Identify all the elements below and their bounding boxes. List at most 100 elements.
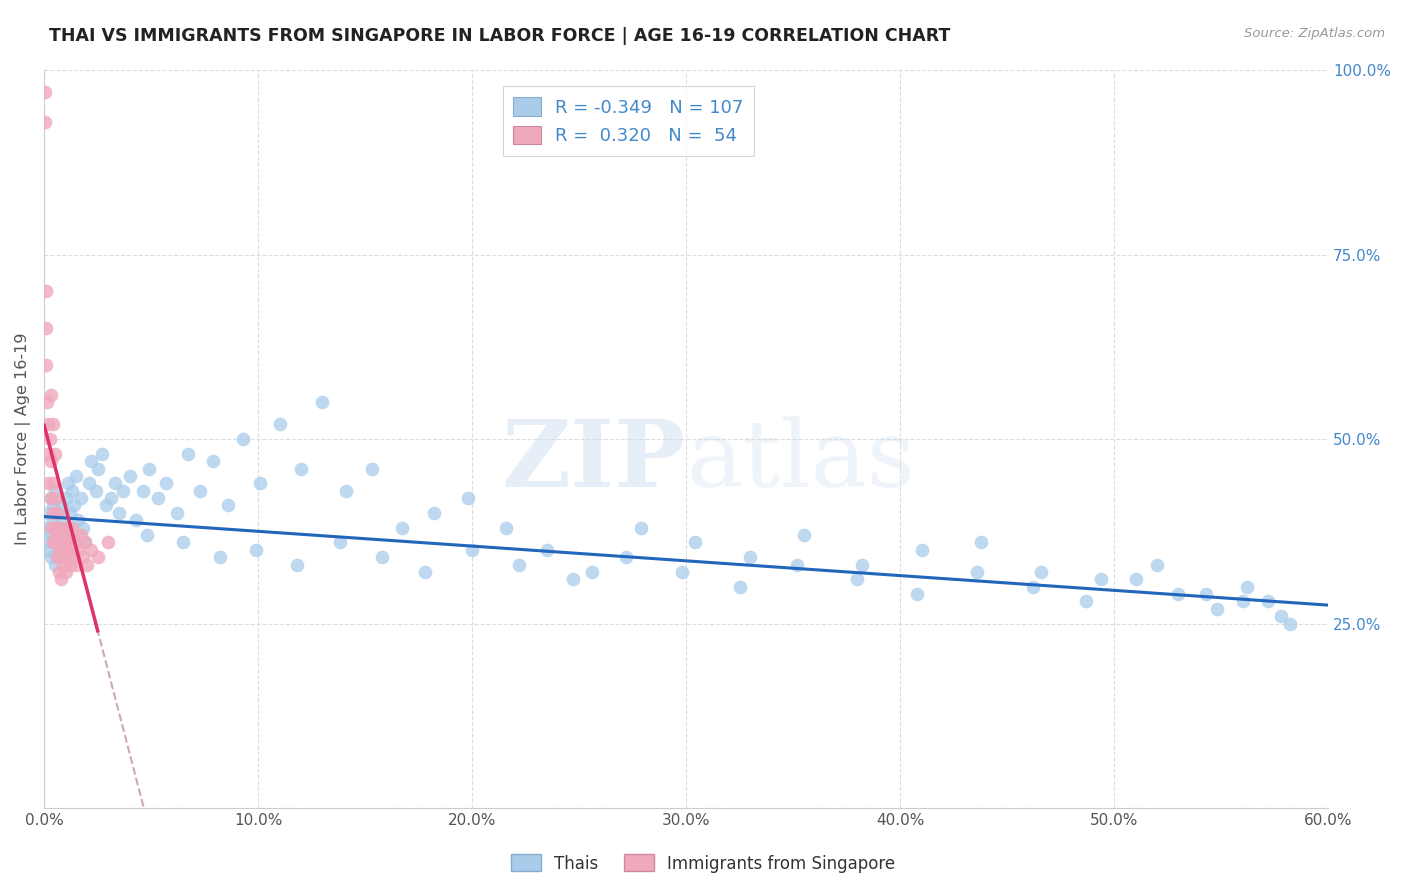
Point <box>51 499 73 513</box>
Point <box>55 542 77 557</box>
Point <box>37 395 59 409</box>
Point <box>146 491 169 505</box>
Point <box>135 528 157 542</box>
Point <box>131 483 153 498</box>
Point <box>245 542 267 557</box>
Point <box>59 535 82 549</box>
Point <box>52 513 75 527</box>
Point <box>44 558 66 572</box>
Point <box>44 483 66 498</box>
Point <box>63 528 86 542</box>
Point <box>37 506 59 520</box>
Point <box>59 558 82 572</box>
Point <box>39 388 62 402</box>
Point <box>46 528 69 542</box>
Point <box>76 558 98 572</box>
Point <box>48 521 70 535</box>
Point <box>52 535 75 549</box>
Point <box>63 550 86 565</box>
Point <box>65 469 87 483</box>
Point <box>125 513 148 527</box>
Point <box>614 550 637 565</box>
Point <box>285 558 308 572</box>
Point <box>104 476 127 491</box>
Point <box>630 521 652 535</box>
Point <box>846 572 869 586</box>
Point <box>39 550 62 565</box>
Point <box>970 535 993 549</box>
Point <box>360 461 382 475</box>
Point <box>55 535 77 549</box>
Point <box>461 542 484 557</box>
Point <box>86 550 108 565</box>
Point <box>73 535 96 549</box>
Point <box>35 535 58 549</box>
Point <box>46 506 69 520</box>
Point <box>457 491 479 505</box>
Point <box>413 565 436 579</box>
Point <box>335 483 357 498</box>
Point <box>1205 602 1227 616</box>
Legend: R = -0.349   N = 107, R =  0.320   N =  54: R = -0.349 N = 107, R = 0.320 N = 54 <box>502 87 754 156</box>
Point <box>96 499 118 513</box>
Point <box>60 521 83 535</box>
Point <box>728 580 751 594</box>
Point <box>37 417 59 432</box>
Point <box>34 85 56 99</box>
Point <box>39 528 62 542</box>
Point <box>48 535 70 549</box>
Point <box>1257 594 1279 608</box>
Point <box>269 417 291 432</box>
Point <box>38 432 60 446</box>
Point <box>42 476 65 491</box>
Point <box>118 469 141 483</box>
Point <box>1278 616 1301 631</box>
Point <box>72 550 94 565</box>
Point <box>69 528 91 542</box>
Point <box>166 506 188 520</box>
Point <box>793 528 815 542</box>
Point <box>422 506 444 520</box>
Point <box>56 521 79 535</box>
Point <box>581 565 603 579</box>
Text: THAI VS IMMIGRANTS FROM SINGAPORE IN LABOR FORCE | AGE 16-19 CORRELATION CHART: THAI VS IMMIGRANTS FROM SINGAPORE IN LAB… <box>49 27 950 45</box>
Point <box>80 454 103 468</box>
Point <box>1022 580 1045 594</box>
Point <box>73 535 96 549</box>
Point <box>112 483 135 498</box>
Point <box>52 558 75 572</box>
Point <box>671 565 693 579</box>
Point <box>217 499 239 513</box>
Point <box>290 461 312 475</box>
Point <box>202 454 225 468</box>
Point <box>371 550 394 565</box>
Point <box>44 521 66 535</box>
Point <box>37 476 59 491</box>
Point <box>97 535 120 549</box>
Point <box>55 565 77 579</box>
Point <box>155 476 177 491</box>
Point <box>42 535 65 549</box>
Point <box>67 513 90 527</box>
Point <box>48 542 70 557</box>
Point <box>91 447 114 461</box>
Text: Source: ZipAtlas.com: Source: ZipAtlas.com <box>1244 27 1385 40</box>
Point <box>740 550 762 565</box>
Point <box>786 558 808 572</box>
Point <box>55 521 77 535</box>
Point <box>39 491 62 505</box>
Point <box>311 395 333 409</box>
Point <box>966 565 988 579</box>
Point <box>35 321 58 335</box>
Point <box>51 542 73 557</box>
Point <box>48 521 70 535</box>
Point <box>1031 565 1053 579</box>
Point <box>56 476 79 491</box>
Point <box>190 483 212 498</box>
Point <box>1195 587 1218 601</box>
Point <box>561 572 583 586</box>
Point <box>46 506 69 520</box>
Point <box>59 528 82 542</box>
Point <box>910 542 932 557</box>
Point <box>80 542 103 557</box>
